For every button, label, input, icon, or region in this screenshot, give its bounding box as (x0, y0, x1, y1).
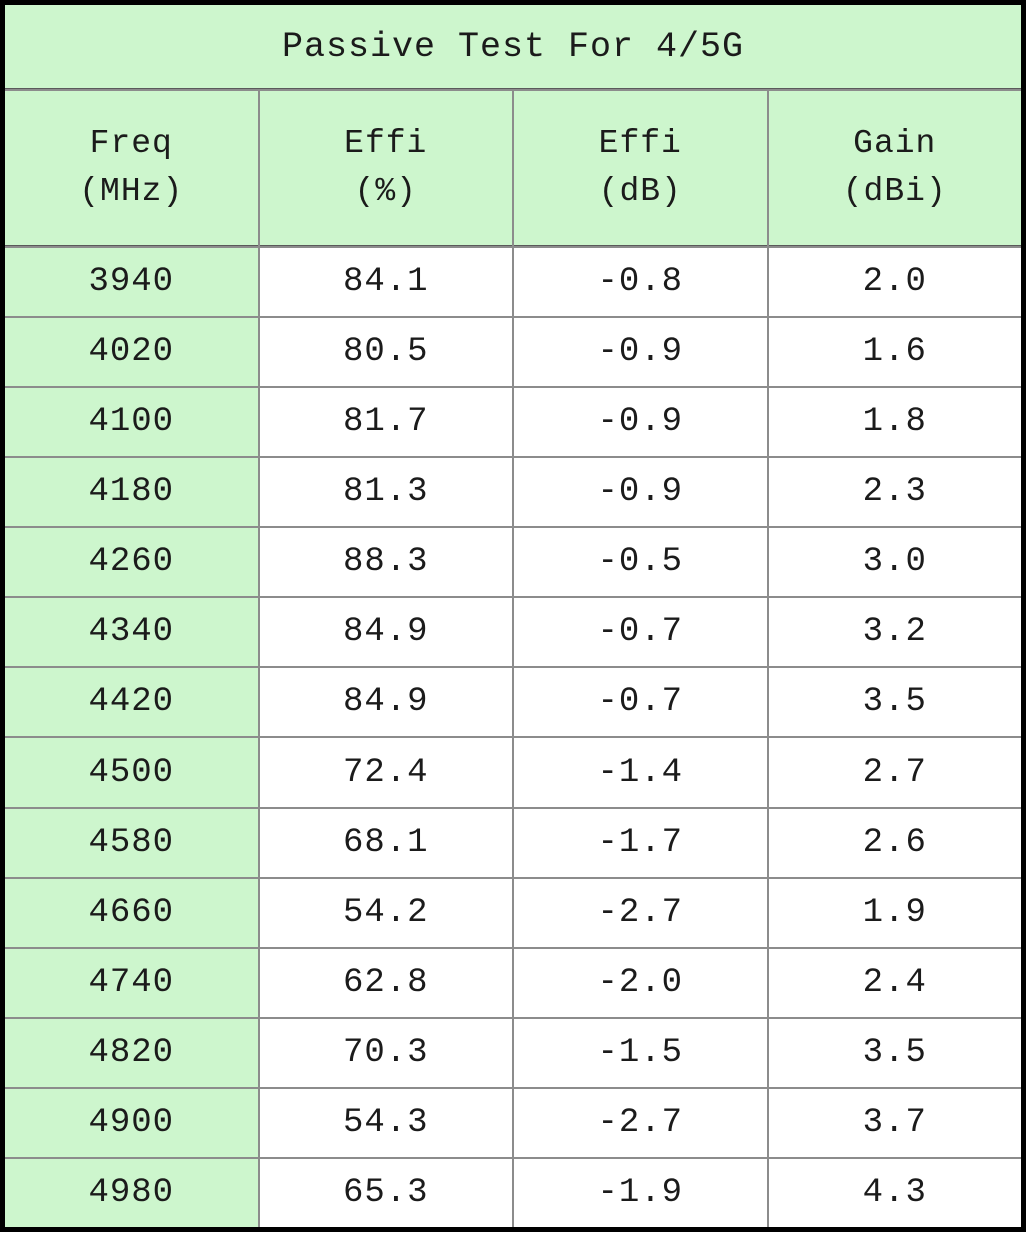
cell-gain: 4.3 (768, 1158, 1021, 1227)
col-header-effi-db: Effi (dB) (514, 91, 767, 246)
cell-freq: 4420 (5, 668, 258, 737)
cell-gain: 3.5 (768, 1018, 1021, 1087)
cell-effi-pct: 84.9 (259, 598, 512, 667)
cell-gain: 2.4 (768, 948, 1021, 1017)
cell-freq: 4900 (5, 1088, 258, 1157)
cell-freq: 4020 (5, 318, 258, 387)
cell-effi-db: -0.5 (514, 528, 767, 597)
cell-freq: 4260 (5, 528, 258, 597)
cell-effi-pct: 88.3 (259, 528, 512, 597)
cell-freq: 4660 (5, 878, 258, 947)
cell-gain: 3.2 (768, 598, 1021, 667)
cell-effi-pct: 84.9 (259, 668, 512, 737)
col-header-freq-unit: (MHz) (79, 173, 184, 210)
cell-freq: 4500 (5, 738, 258, 807)
cell-freq: 4820 (5, 1018, 258, 1087)
cell-gain: 2.0 (768, 248, 1021, 317)
col-header-effi-pct: Effi (%) (259, 91, 512, 246)
col-header-effi-pct-unit: (%) (354, 173, 417, 210)
cell-effi-pct: 72.4 (259, 738, 512, 807)
cell-effi-db: -1.4 (514, 738, 767, 807)
cell-effi-db: -0.7 (514, 668, 767, 737)
cell-effi-db: -2.7 (514, 878, 767, 947)
cell-effi-db: -2.7 (514, 1088, 767, 1157)
cell-effi-pct: 81.7 (259, 388, 512, 457)
cell-gain: 3.5 (768, 668, 1021, 737)
col-header-freq: Freq (MHz) (5, 91, 258, 246)
cell-gain: 2.3 (768, 458, 1021, 527)
col-header-effi-db-label: Effi (598, 125, 682, 163)
cell-effi-db: -1.7 (514, 808, 767, 877)
cell-gain: 1.6 (768, 318, 1021, 387)
cell-freq: 4980 (5, 1158, 258, 1227)
cell-gain: 3.7 (768, 1088, 1021, 1157)
col-header-effi-pct-label: Effi (344, 125, 428, 163)
cell-effi-pct: 54.3 (259, 1088, 512, 1157)
col-header-freq-label: Freq (89, 125, 173, 163)
cell-freq: 4740 (5, 948, 258, 1017)
cell-effi-db: -2.0 (514, 948, 767, 1017)
col-header-effi-db-unit: (dB) (598, 173, 682, 210)
col-header-gain-unit: (dBi) (842, 173, 947, 210)
cell-freq: 4580 (5, 808, 258, 877)
cell-effi-pct: 70.3 (259, 1018, 512, 1087)
cell-freq: 4180 (5, 458, 258, 527)
cell-effi-db: -1.5 (514, 1018, 767, 1087)
cell-effi-pct: 80.5 (259, 318, 512, 387)
cell-gain: 2.6 (768, 808, 1021, 877)
cell-freq: 3940 (5, 248, 258, 317)
cell-effi-db: -0.9 (514, 388, 767, 457)
col-header-gain: Gain (dBi) (768, 91, 1021, 246)
cell-gain: 1.8 (768, 388, 1021, 457)
cell-gain: 3.0 (768, 528, 1021, 597)
cell-gain: 1.9 (768, 878, 1021, 947)
cell-freq: 4100 (5, 388, 258, 457)
col-header-gain-label: Gain (853, 125, 937, 163)
cell-freq: 4340 (5, 598, 258, 667)
cell-effi-pct: 84.1 (259, 248, 512, 317)
cell-effi-db: -0.9 (514, 458, 767, 527)
cell-effi-pct: 54.2 (259, 878, 512, 947)
cell-effi-pct: 68.1 (259, 808, 512, 877)
cell-effi-pct: 81.3 (259, 458, 512, 527)
cell-effi-pct: 65.3 (259, 1158, 512, 1227)
cell-effi-db: -1.9 (514, 1158, 767, 1227)
cell-effi-db: -0.9 (514, 318, 767, 387)
table-title: Passive Test For 4/5G (5, 5, 1021, 89)
cell-effi-db: -0.8 (514, 248, 767, 317)
cell-gain: 2.7 (768, 738, 1021, 807)
cell-effi-pct: 62.8 (259, 948, 512, 1017)
cell-effi-db: -0.7 (514, 598, 767, 667)
